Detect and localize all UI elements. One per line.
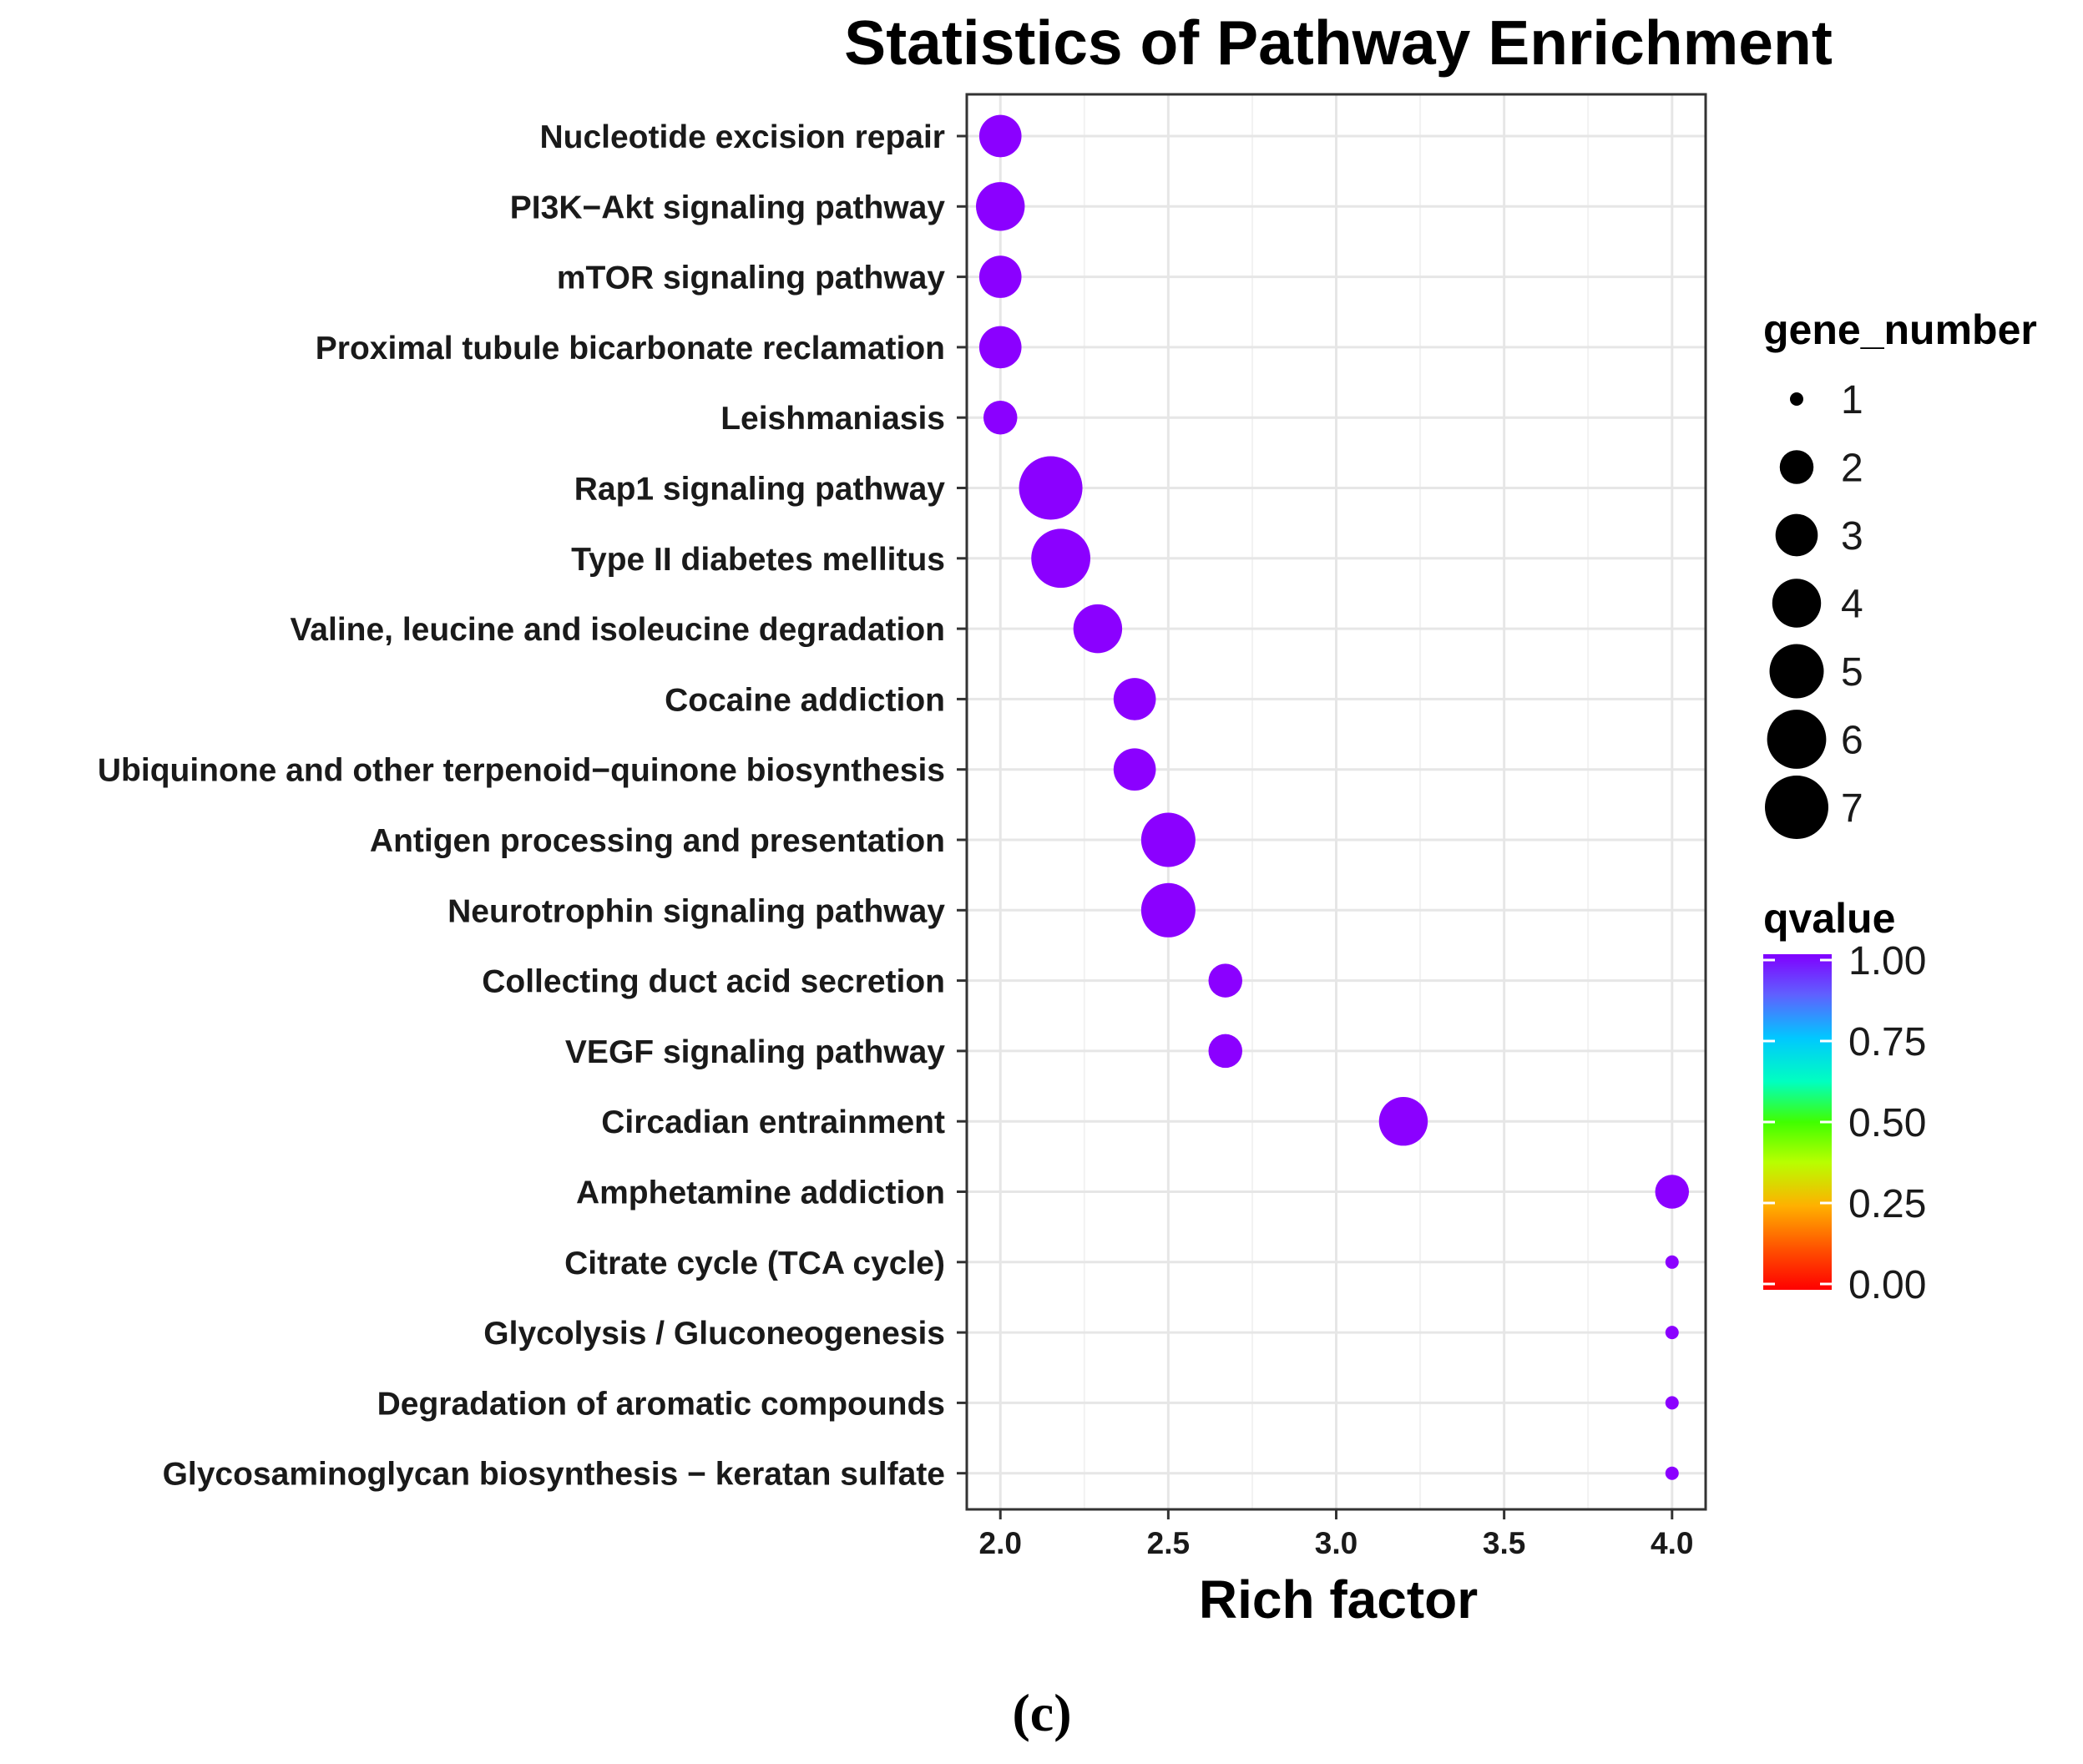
- x-tick-label: 4.0: [1651, 1526, 1693, 1560]
- color-legend: 1.00 0.75 0.50 0.25 0.00: [1763, 939, 1926, 1307]
- data-point: [1655, 1175, 1690, 1209]
- data-point: [1665, 1326, 1679, 1340]
- data-point: [1113, 748, 1156, 791]
- colorbar-label: 0.25: [1848, 1182, 1926, 1226]
- category-label: Collecting duct acid secretion: [482, 964, 945, 1000]
- x-tick-label: 2.0: [979, 1526, 1022, 1560]
- plot-area: 2.0 2.5 3.0 3.5 4.0 Nucleotide excision repai…: [98, 93, 1707, 1560]
- size-legend-key: [1767, 710, 1827, 769]
- chart-title: Statistics of Pathway Enrichment: [844, 8, 1833, 78]
- category-label: Neurotrophin signaling pathway: [447, 893, 945, 929]
- colorbar-label: 0.50: [1848, 1101, 1926, 1145]
- data-point: [1665, 1396, 1679, 1410]
- size-legend-key: [1790, 392, 1803, 406]
- size-legend-key: [1779, 450, 1814, 484]
- category-label: Valine, leucine and isoleucine degradati…: [290, 612, 945, 648]
- size-legend-title: gene_number: [1763, 306, 2037, 353]
- category-label: Cocaine addiction: [665, 682, 945, 718]
- category-label: VEGF signaling pathway: [565, 1034, 945, 1070]
- category-label: Ubiquinone and other terpenoid−quinone b…: [98, 753, 945, 789]
- size-legend-key: [1775, 513, 1818, 557]
- size-legend-key: [1772, 579, 1822, 628]
- size-legend-label: 7: [1841, 786, 1863, 831]
- size-legend-label: 6: [1841, 719, 1863, 763]
- category-label: Leishmaniasis: [720, 401, 945, 437]
- size-legend-label: 5: [1841, 650, 1863, 695]
- size-legend-label: 3: [1841, 514, 1863, 559]
- data-point: [1019, 456, 1083, 520]
- data-point: [1208, 1034, 1242, 1069]
- data-point: [1073, 604, 1123, 654]
- category-label: Type II diabetes mellitus: [571, 542, 945, 578]
- category-label: Rap1 signaling pathway: [574, 472, 946, 508]
- category-label: PI3K−Akt signaling pathway: [510, 190, 946, 225]
- category-label: Antigen processing and presentation: [370, 823, 945, 859]
- size-legend: 1 2 3 4 5 6 7: [1765, 378, 1863, 839]
- data-point: [1140, 882, 1196, 938]
- x-tick-label: 3.5: [1483, 1526, 1525, 1560]
- size-legend-label: 4: [1841, 583, 1863, 627]
- category-label: Proximal tubule bicarbonate reclamation: [316, 331, 945, 366]
- data-point: [983, 400, 1018, 435]
- category-label: Glycosaminoglycan biosynthesis − keratan…: [163, 1457, 945, 1493]
- category-label: Nucleotide excision repair: [539, 119, 945, 155]
- data-point: [1140, 812, 1196, 867]
- data-point: [1113, 678, 1156, 720]
- colorbar-label: 1.00: [1848, 939, 1926, 983]
- figure-caption: (c): [1012, 1683, 1071, 1742]
- category-label: Degradation of aromatic compounds: [377, 1386, 945, 1422]
- colorbar-label: 0.75: [1848, 1020, 1926, 1064]
- x-tick-label: 2.5: [1147, 1526, 1190, 1560]
- size-legend-key: [1765, 776, 1828, 839]
- data-point: [1665, 1255, 1679, 1269]
- size-legend-label: 2: [1841, 447, 1863, 491]
- x-axis-label: Rich factor: [1199, 1569, 1478, 1630]
- colorbar-label: 0.00: [1848, 1263, 1926, 1307]
- category-label: Amphetamine addiction: [576, 1175, 945, 1211]
- data-point: [978, 255, 1022, 298]
- size-legend-label: 1: [1841, 378, 1863, 422]
- data-point: [1378, 1096, 1428, 1146]
- data-point: [978, 326, 1022, 369]
- data-point: [1208, 963, 1242, 998]
- data-point: [1665, 1466, 1679, 1480]
- plot-border: [965, 93, 1707, 1511]
- x-tick-label: 3.0: [1315, 1526, 1357, 1560]
- data-point: [1031, 528, 1091, 589]
- category-label: Circadian entrainment: [601, 1104, 945, 1140]
- category-label: Citrate cycle (TCA cycle): [564, 1246, 945, 1281]
- size-legend-key: [1769, 644, 1824, 699]
- data-point: [976, 182, 1025, 231]
- color-legend-title: qvalue: [1763, 895, 1895, 942]
- category-label: Glycolysis / Gluconeogenesis: [483, 1316, 945, 1352]
- category-label: mTOR signaling pathway: [557, 260, 945, 296]
- data-point: [978, 114, 1022, 158]
